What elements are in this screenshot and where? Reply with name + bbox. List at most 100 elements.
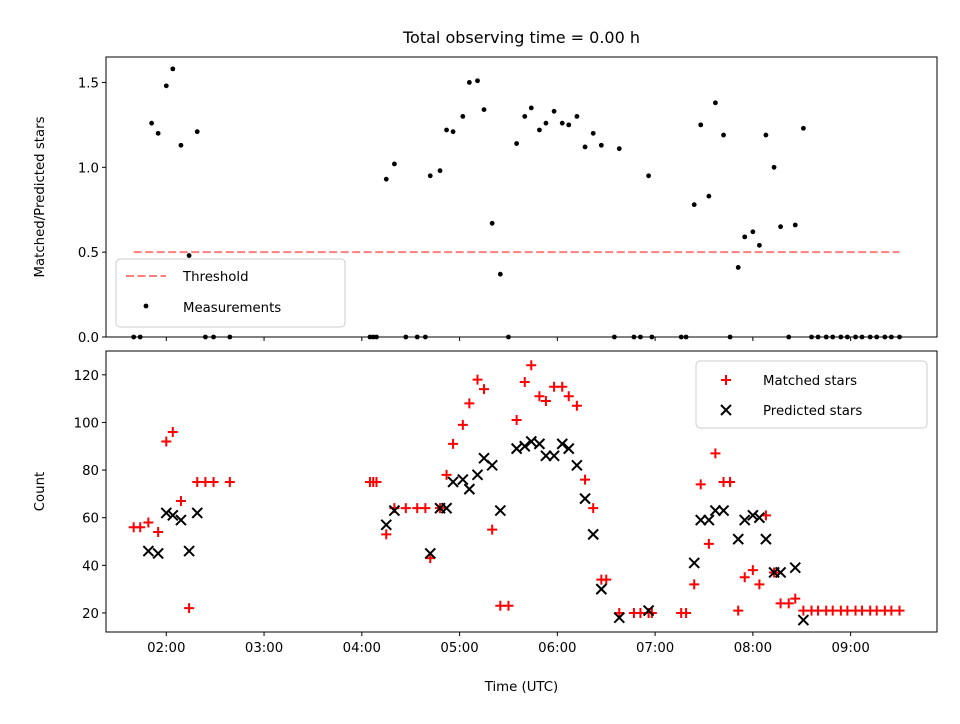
x-tick-label: 08:00 [734, 641, 772, 656]
predicted-star-marker [563, 442, 575, 455]
y-tick-label: 60 [82, 512, 99, 527]
measurement-point [800, 125, 806, 131]
predicted-star-marker [494, 504, 507, 517]
measurement-point [475, 78, 480, 84]
legend-box [695, 360, 928, 429]
matched-star-marker [580, 474, 591, 485]
measurement-point [506, 334, 511, 340]
measurement-point [750, 229, 756, 235]
matched-star-marker [557, 381, 568, 392]
matched-star-marker [519, 376, 530, 387]
measurement-point [698, 122, 704, 128]
predicted-star-marker [191, 507, 203, 519]
measurement-point [756, 242, 762, 248]
predicted-star-marker [160, 507, 172, 519]
plot-frame [105, 350, 938, 633]
matched-star-marker [783, 598, 794, 609]
predicted-star-marker [688, 557, 700, 569]
matched-star-marker [371, 476, 382, 487]
measurement-point [566, 122, 572, 128]
predicted-star-marker [152, 547, 164, 560]
measurement-point [170, 66, 176, 72]
measurement-point [874, 334, 880, 340]
x-tick-label: 07:00 [636, 641, 674, 656]
matched-star-marker [681, 607, 692, 618]
x-axis-label: Time (UTC) [484, 680, 559, 695]
measurement-point [437, 168, 443, 174]
matched-star-marker [472, 374, 483, 385]
measurement-point [867, 334, 873, 340]
predicted-star-marker [540, 450, 552, 462]
legend-predicted-swatch [720, 404, 732, 416]
predicted-star-marker [548, 450, 560, 462]
predicted-star-marker [613, 612, 625, 624]
measurement-point [713, 100, 718, 106]
matched-star-marker [511, 415, 522, 426]
measurement-point [178, 142, 184, 148]
legend-measurements-label: Measurements [183, 301, 281, 316]
matched-star-marker [161, 436, 172, 447]
measurement-point [853, 334, 858, 340]
matched-star-marker [534, 391, 545, 402]
predicted-star-marker [510, 442, 523, 455]
predicted-star-marker [463, 483, 476, 495]
predicted-star-marker [440, 502, 453, 514]
matched-star-marker [167, 426, 178, 437]
y-axis-label: Count [33, 472, 48, 512]
chart-title: Total observing time = 0.00 h [402, 28, 640, 47]
predicted-star-marker [175, 514, 187, 526]
measurement-point [374, 334, 379, 340]
predicted-star-marker [587, 528, 599, 541]
measurement-point [727, 334, 733, 340]
measurement-point [815, 334, 821, 340]
measurement-point [383, 176, 389, 182]
measurement-point [211, 334, 216, 340]
measurement-point [838, 334, 844, 340]
measurement-point [721, 132, 726, 138]
predicted-star-marker [709, 504, 722, 517]
matched-star-marker [479, 384, 490, 395]
y-tick-label: 0.5 [78, 246, 99, 261]
measurement-point [163, 83, 169, 89]
measurement-point [706, 193, 712, 199]
measurement-point [414, 334, 420, 340]
matched-star-marker [739, 572, 750, 583]
predicted-star-marker [388, 504, 401, 517]
matched-star-marker [540, 396, 551, 407]
measurement-point [830, 334, 836, 340]
measurement-point [392, 161, 397, 167]
matched-star-marker [184, 603, 195, 614]
measurement-point [786, 334, 792, 340]
matched-star-marker [725, 476, 736, 487]
measurement-point [551, 108, 557, 114]
predicted-star-marker [747, 509, 759, 522]
measurement-point [792, 222, 798, 228]
matched-star-marker [400, 503, 411, 514]
measurement-point [194, 129, 200, 135]
predicted-star-marker [424, 547, 436, 560]
measurement-point [227, 334, 233, 340]
matched-star-marker [526, 360, 537, 371]
predicted-star-marker [642, 604, 655, 617]
y-tick-label: 120 [74, 369, 99, 384]
measurement-point [598, 142, 604, 148]
measurement-point [543, 120, 549, 126]
predicted-star-marker [789, 561, 801, 574]
predicted-star-marker [183, 545, 195, 557]
predicted-star-marker [739, 514, 751, 526]
measurement-point [590, 130, 596, 136]
measurement-point [735, 265, 741, 270]
measurement-point [638, 334, 643, 340]
measurement-point [859, 334, 865, 340]
matched-star-marker [448, 438, 459, 449]
matched-star-marker [143, 517, 154, 528]
matched-star-marker [153, 526, 164, 537]
x-tick-label: 05:00 [440, 641, 478, 656]
measurement-point [403, 334, 409, 340]
matched-star-marker [208, 476, 219, 487]
count-panel: 20 40 60 80 100 120 02:00 03:00 04:00 05:00 06:00 0… [33, 350, 938, 695]
matched-star-marker [754, 579, 765, 590]
x-tick-label: 03:00 [245, 641, 283, 656]
predicted-star-marker [457, 473, 469, 486]
measurement-point [466, 80, 472, 85]
